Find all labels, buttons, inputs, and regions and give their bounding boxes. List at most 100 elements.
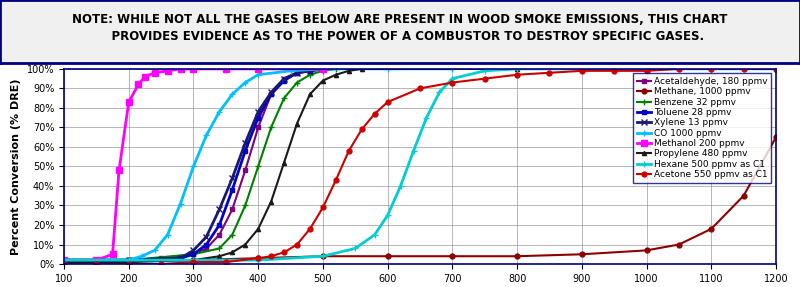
Methanol 200 ppmv bbox=[150, 71, 159, 75]
Acetaldehyde, 180 ppmv bbox=[91, 258, 101, 262]
Line: Methanol 200 ppmv: Methanol 200 ppmv bbox=[62, 66, 326, 263]
Benzene 32 ppmv bbox=[189, 253, 198, 256]
Hexane 500 ppmv as C1 bbox=[577, 67, 586, 71]
Acetone 550 ppmv as C1 bbox=[305, 227, 314, 231]
Propylene 480 ppmv bbox=[331, 73, 341, 76]
CO 1000 ppmv bbox=[124, 258, 134, 262]
Xylene 13 ppmv bbox=[318, 67, 328, 71]
Line: Xylene 13 ppmv: Xylene 13 ppmv bbox=[62, 66, 326, 263]
Hexane 500 ppmv as C1 bbox=[480, 69, 490, 73]
Methane, 1000 ppmv bbox=[59, 258, 69, 262]
Propylene 480 ppmv bbox=[344, 69, 354, 73]
Benzene 32 ppmv bbox=[331, 67, 341, 71]
Benzene 32 ppmv bbox=[279, 96, 289, 100]
Xylene 13 ppmv bbox=[189, 249, 198, 252]
Acetaldehyde, 180 ppmv bbox=[254, 126, 263, 129]
Propylene 480 ppmv bbox=[279, 161, 289, 164]
Hexane 500 ppmv as C1 bbox=[642, 67, 651, 71]
CO 1000 ppmv bbox=[227, 92, 237, 96]
Acetone 550 ppmv as C1 bbox=[156, 262, 166, 266]
Xylene 13 ppmv bbox=[266, 91, 276, 94]
Toluene 28 ppmv bbox=[59, 258, 69, 262]
Hexane 500 ppmv as C1 bbox=[318, 255, 328, 258]
Xylene 13 ppmv bbox=[227, 177, 237, 180]
Toluene 28 ppmv bbox=[305, 69, 314, 73]
Propylene 480 ppmv bbox=[227, 251, 237, 254]
Toluene 28 ppmv bbox=[202, 243, 211, 246]
Acetone 550 ppmv as C1 bbox=[642, 69, 651, 73]
Line: Toluene 28 ppmv: Toluene 28 ppmv bbox=[62, 67, 325, 262]
Acetaldehyde, 180 ppmv bbox=[227, 208, 237, 211]
Acetone 550 ppmv as C1 bbox=[480, 77, 490, 80]
Methane, 1000 ppmv bbox=[447, 255, 457, 258]
Propylene 480 ppmv bbox=[266, 200, 276, 203]
Acetone 550 ppmv as C1 bbox=[221, 260, 230, 264]
Acetone 550 ppmv as C1 bbox=[610, 69, 619, 73]
Hexane 500 ppmv as C1 bbox=[434, 91, 444, 94]
Acetaldehyde, 180 ppmv bbox=[214, 233, 224, 236]
CO 1000 ppmv bbox=[162, 233, 172, 236]
Toluene 28 ppmv bbox=[318, 67, 328, 71]
Xylene 13 ppmv bbox=[176, 257, 186, 260]
Hexane 500 ppmv as C1 bbox=[706, 67, 716, 71]
Toluene 28 ppmv bbox=[214, 223, 224, 227]
Acetone 550 ppmv as C1 bbox=[331, 179, 341, 182]
Line: Methane, 1000 ppmv: Methane, 1000 ppmv bbox=[62, 135, 778, 263]
Benzene 32 ppmv bbox=[254, 165, 263, 168]
Acetaldehyde, 180 ppmv bbox=[59, 258, 69, 262]
Acetaldehyde, 180 ppmv bbox=[279, 77, 289, 80]
Methanol 200 ppmv bbox=[162, 69, 172, 73]
Acetaldehyde, 180 ppmv bbox=[202, 247, 211, 250]
Acetone 550 ppmv as C1 bbox=[415, 87, 425, 90]
CO 1000 ppmv bbox=[254, 73, 263, 76]
Xylene 13 ppmv bbox=[241, 141, 250, 145]
Toluene 28 ppmv bbox=[227, 188, 237, 192]
Acetone 550 ppmv as C1 bbox=[447, 81, 457, 84]
Line: Acetone 550 ppmv as C1: Acetone 550 ppmv as C1 bbox=[62, 67, 778, 266]
Xylene 13 ppmv bbox=[202, 235, 211, 238]
Legend: Acetaldehyde, 180 ppmv, Methane, 1000 ppmv, Benzene 32 ppmv, Toluene 28 ppmv, Xy: Acetaldehyde, 180 ppmv, Methane, 1000 pp… bbox=[634, 73, 771, 183]
Toluene 28 ppmv bbox=[176, 257, 186, 260]
CO 1000 ppmv bbox=[91, 258, 101, 262]
Methane, 1000 ppmv bbox=[674, 243, 684, 246]
Toluene 28 ppmv bbox=[241, 149, 250, 153]
Propylene 480 ppmv bbox=[124, 260, 134, 264]
Hexane 500 ppmv as C1 bbox=[409, 149, 418, 153]
Methanol 200 ppmv bbox=[124, 100, 134, 104]
Acetone 550 ppmv as C1 bbox=[739, 67, 749, 71]
Acetone 550 ppmv as C1 bbox=[674, 67, 684, 71]
Toluene 28 ppmv bbox=[124, 258, 134, 262]
Benzene 32 ppmv bbox=[59, 258, 69, 262]
Methane, 1000 ppmv bbox=[512, 255, 522, 258]
Propylene 480 ppmv bbox=[241, 243, 250, 246]
Benzene 32 ppmv bbox=[214, 247, 224, 250]
Methane, 1000 ppmv bbox=[383, 255, 393, 258]
CO 1000 ppmv bbox=[150, 249, 159, 252]
Acetone 550 ppmv as C1 bbox=[189, 260, 198, 264]
Benzene 32 ppmv bbox=[124, 258, 134, 262]
Acetone 550 ppmv as C1 bbox=[577, 69, 586, 73]
Acetone 550 ppmv as C1 bbox=[545, 71, 554, 75]
Hexane 500 ppmv as C1 bbox=[59, 258, 69, 262]
Hexane 500 ppmv as C1 bbox=[370, 233, 379, 236]
Methane, 1000 ppmv bbox=[642, 249, 651, 252]
Acetaldehyde, 180 ppmv bbox=[305, 69, 314, 73]
Toluene 28 ppmv bbox=[266, 92, 276, 96]
Methanol 200 ppmv bbox=[176, 67, 186, 71]
Benzene 32 ppmv bbox=[292, 81, 302, 84]
Acetaldehyde, 180 ppmv bbox=[156, 257, 166, 260]
Acetaldehyde, 180 ppmv bbox=[266, 92, 276, 96]
Hexane 500 ppmv as C1 bbox=[350, 247, 360, 250]
Hexane 500 ppmv as C1 bbox=[189, 258, 198, 262]
Methanol 200 ppmv bbox=[134, 83, 143, 86]
Acetone 550 ppmv as C1 bbox=[383, 100, 393, 104]
CO 1000 ppmv bbox=[318, 67, 328, 71]
Acetaldehyde, 180 ppmv bbox=[292, 71, 302, 75]
Xylene 13 ppmv bbox=[214, 208, 224, 211]
Acetone 550 ppmv as C1 bbox=[292, 243, 302, 246]
Toluene 28 ppmv bbox=[279, 79, 289, 82]
Benzene 32 ppmv bbox=[227, 233, 237, 236]
Methanol 200 ppmv bbox=[108, 253, 118, 256]
Toluene 28 ppmv bbox=[292, 71, 302, 75]
CO 1000 ppmv bbox=[447, 67, 457, 71]
